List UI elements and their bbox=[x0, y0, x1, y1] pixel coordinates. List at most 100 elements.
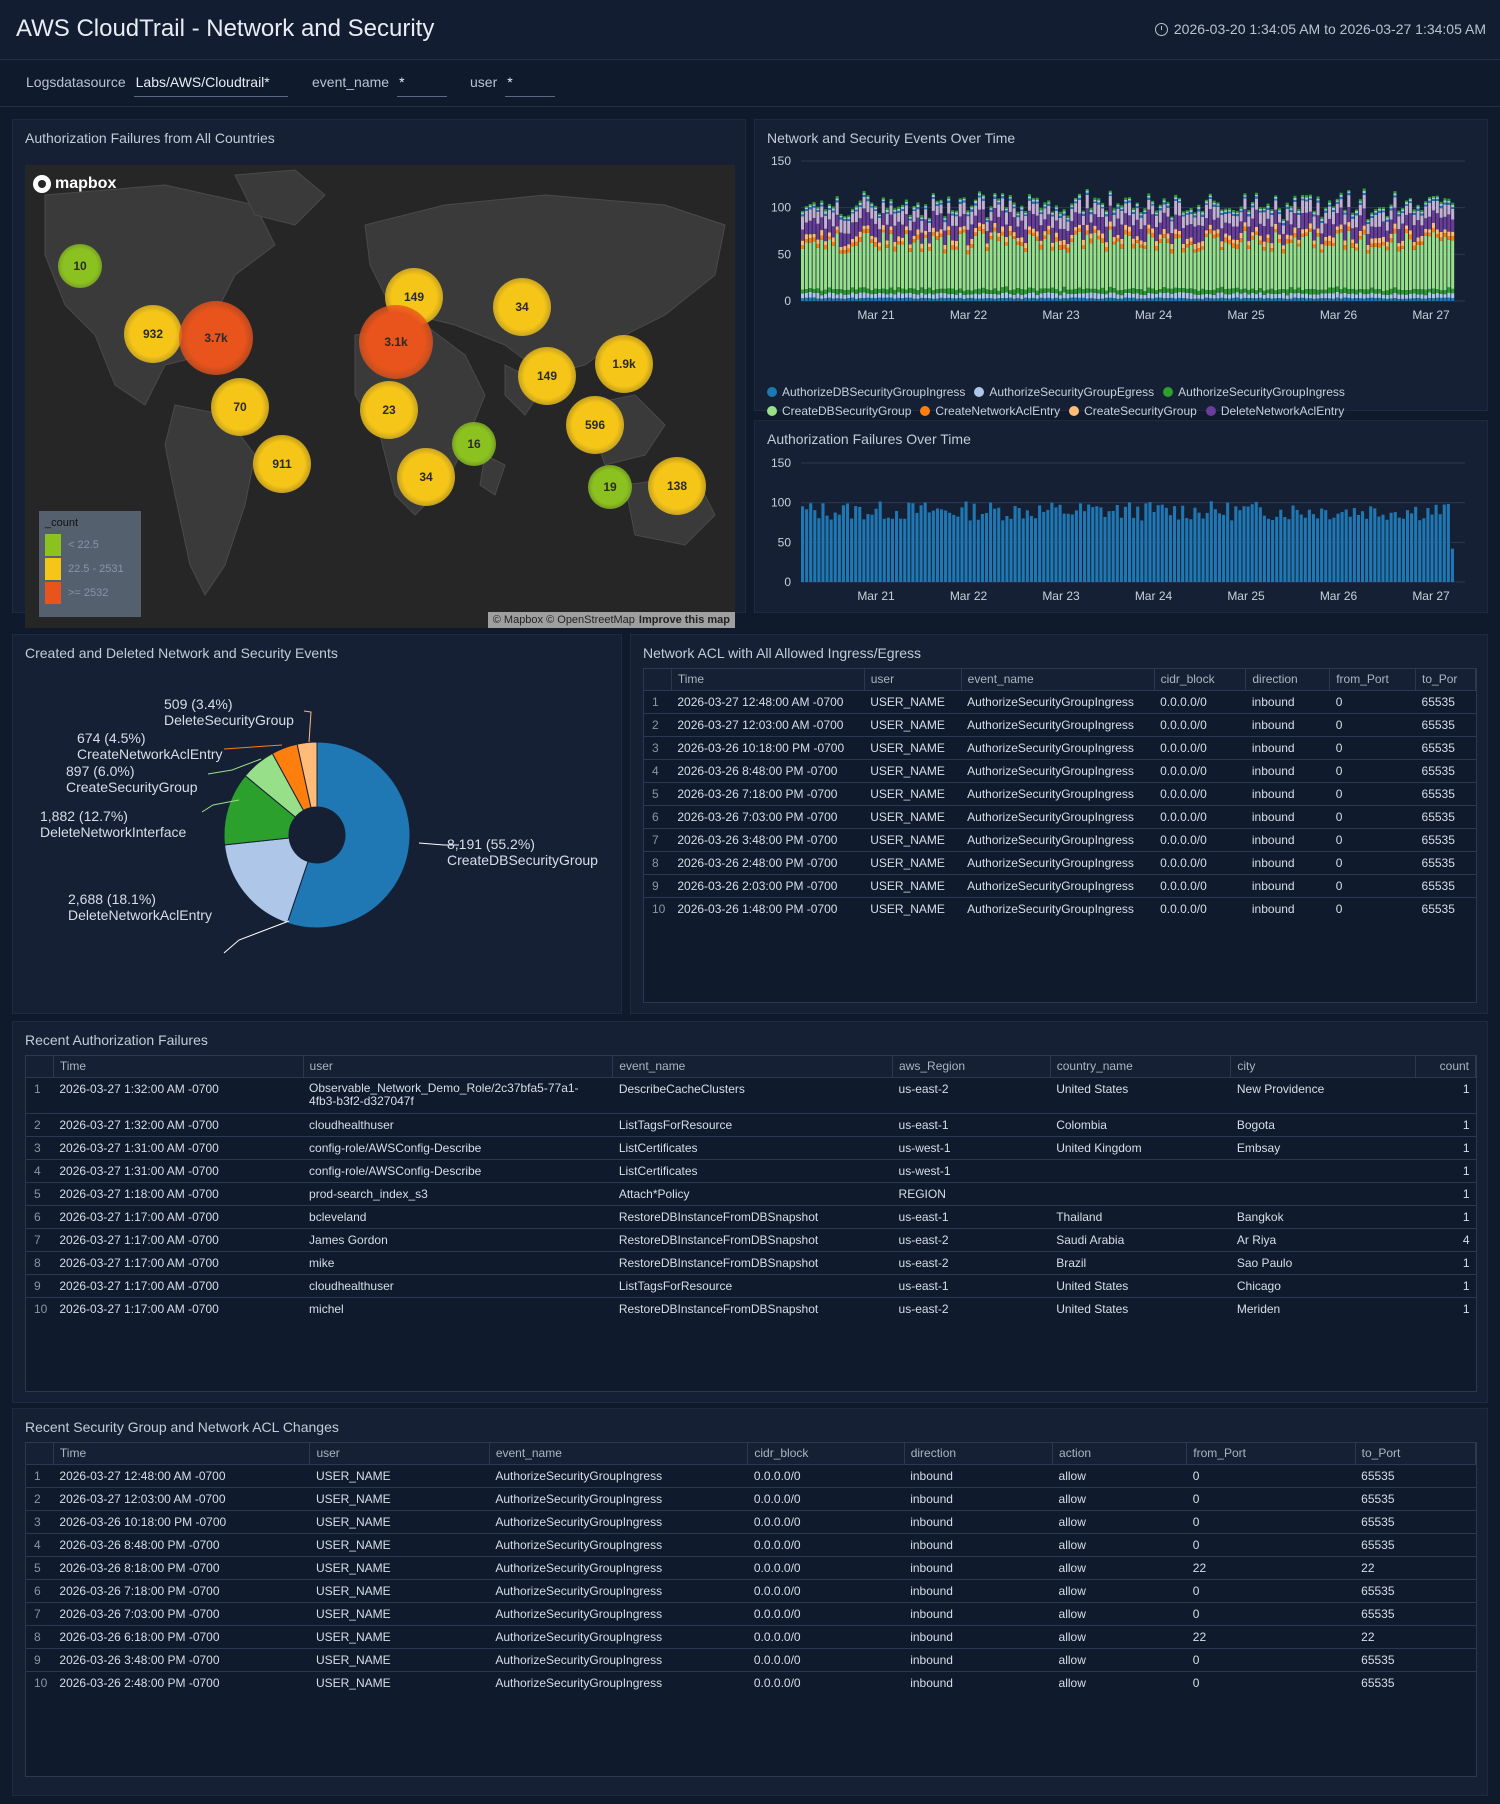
column-header[interactable]: cidr_block bbox=[1154, 669, 1247, 690]
table-row[interactable]: 3 2026-03-26 10:18:00 PM -0700 USER_NAME Au… bbox=[644, 735, 1476, 759]
column-header[interactable]: event_name bbox=[612, 1056, 894, 1077]
stack-bar-segment bbox=[1204, 289, 1208, 294]
table-row[interactable]: 8 2026-03-26 6:18:00 PM -0700 USER_NAME Aut… bbox=[26, 1624, 1476, 1648]
map-cluster[interactable]: 10 bbox=[58, 244, 102, 288]
table-row[interactable]: 1 2026-03-27 12:48:00 AM -0700 USER_NAME Au… bbox=[644, 689, 1476, 713]
table-row[interactable]: 9 2026-03-26 2:03:00 PM -0700 USER_NAME Aut… bbox=[644, 873, 1476, 897]
column-header[interactable]: user bbox=[864, 669, 962, 690]
map-cluster[interactable]: 932 bbox=[124, 305, 182, 363]
table-row[interactable]: 5 2026-03-26 8:18:00 PM -0700 USER_NAME Aut… bbox=[26, 1555, 1476, 1579]
filter-value-input[interactable]: * bbox=[505, 74, 556, 97]
table-row[interactable]: 10 2026-03-27 1:17:00 AM -0700 michel Resto… bbox=[26, 1296, 1476, 1320]
legend-item[interactable]: CreateDBSecurityGroup bbox=[767, 402, 911, 420]
time-range-picker[interactable]: 2026-03-20 1:34:05 AM to 2026-03-27 1:34… bbox=[1154, 21, 1486, 37]
legend-item[interactable]: AuthorizeSecurityGroupEgress bbox=[974, 383, 1154, 401]
column-header[interactable]: Time bbox=[671, 669, 865, 690]
table-row[interactable]: 7 2026-03-26 7:03:00 PM -0700 USER_NAME Aut… bbox=[26, 1601, 1476, 1625]
table-row[interactable]: 6 2026-03-26 7:18:00 PM -0700 USER_NAME Aut… bbox=[26, 1578, 1476, 1602]
legend-item[interactable]: CreateSecurityGroup bbox=[1069, 402, 1197, 420]
filter-value-input[interactable]: * bbox=[397, 74, 448, 97]
map-cluster[interactable]: 34 bbox=[493, 278, 551, 336]
table-row[interactable]: 10 2026-03-26 2:48:00 PM -0700 USER_NAME Au… bbox=[26, 1670, 1476, 1694]
map-cluster[interactable]: 34 bbox=[397, 448, 455, 506]
table-row[interactable]: 6 2026-03-26 7:03:00 PM -0700 USER_NAME Aut… bbox=[644, 804, 1476, 828]
map-cluster[interactable]: 16 bbox=[452, 422, 496, 466]
filter-user[interactable]: user * bbox=[470, 74, 556, 97]
auth-failures-table[interactable]: Time user event_name aws_Region country_name… bbox=[25, 1055, 1477, 1392]
filter-value-input[interactable]: Labs/AWS/Cloudtrail* bbox=[133, 74, 288, 97]
column-header[interactable]: user bbox=[303, 1056, 614, 1077]
legend-item[interactable]: DeleteNetworkAclEntry bbox=[1205, 402, 1344, 420]
changes-table[interactable]: Time user event_name cidr_block direction act… bbox=[25, 1442, 1477, 1777]
table-row[interactable]: 1 2026-03-27 12:48:00 AM -0700 USER_NAME Au… bbox=[26, 1463, 1476, 1487]
table-row[interactable]: 9 2026-03-26 3:48:00 PM -0700 USER_NAME Aut… bbox=[26, 1647, 1476, 1671]
table-row[interactable]: 4 2026-03-27 1:31:00 AM -0700 config-role/… bbox=[26, 1158, 1476, 1182]
table-row[interactable]: 4 2026-03-26 8:48:00 PM -0700 USER_NAME Aut… bbox=[644, 758, 1476, 782]
column-header[interactable]: aws_Region bbox=[892, 1056, 1051, 1077]
map-cluster[interactable]: 596 bbox=[566, 396, 624, 454]
table-row[interactable]: 5 2026-03-27 1:18:00 AM -0700 prod-search_… bbox=[26, 1181, 1476, 1205]
stack-bar-segment bbox=[1351, 293, 1355, 299]
table-row[interactable]: 2 2026-03-27 12:03:00 AM -0700 USER_NAME Au… bbox=[26, 1486, 1476, 1510]
map-cluster[interactable]: 3.1k bbox=[359, 305, 433, 379]
world-map[interactable]: mapbox 10 932 3.7k 70 911 149 3.1k 23 34… bbox=[25, 165, 735, 628]
map-cluster[interactable]: 138 bbox=[648, 457, 706, 515]
legend-item[interactable]: AuthorizeSecurityGroupIngress bbox=[1163, 383, 1345, 401]
table-row[interactable]: 7 2026-03-26 3:48:00 PM -0700 USER_NAME Aut… bbox=[644, 827, 1476, 851]
map-attribution[interactable]: © Mapbox © OpenStreetMap Improve this map bbox=[487, 612, 735, 628]
table-row[interactable]: 8 2026-03-26 2:48:00 PM -0700 USER_NAME Aut… bbox=[644, 850, 1476, 874]
column-header[interactable]: country_name bbox=[1050, 1056, 1232, 1077]
map-cluster[interactable]: 1.9k bbox=[595, 335, 653, 393]
stack-bar-segment bbox=[1424, 289, 1428, 296]
map-cluster[interactable]: 149 bbox=[518, 347, 576, 405]
stack-bar-segment bbox=[1089, 288, 1093, 293]
table-row[interactable]: 6 2026-03-27 1:17:00 AM -0700 bcleveland Re… bbox=[26, 1204, 1476, 1228]
pie-chart[interactable] bbox=[13, 635, 623, 1015]
table-row[interactable]: 8 2026-03-27 1:17:00 AM -0700 mike RestoreD… bbox=[26, 1250, 1476, 1274]
table-row[interactable]: 3 2026-03-27 1:31:00 AM -0700 config-role/… bbox=[26, 1135, 1476, 1159]
table-row[interactable]: 1 2026-03-27 1:32:00 AM -0700 Observable_N… bbox=[26, 1076, 1476, 1113]
stack-bar-segment bbox=[1224, 237, 1228, 243]
table-row[interactable]: 7 2026-03-27 1:17:00 AM -0700 James Gordon… bbox=[26, 1227, 1476, 1251]
table-row[interactable]: 10 2026-03-26 1:48:00 PM -0700 USER_NAME Au… bbox=[644, 896, 1476, 920]
column-header[interactable]: to_Por bbox=[1415, 669, 1476, 690]
map-cluster[interactable]: 23 bbox=[360, 381, 418, 439]
column-header[interactable]: to_Port bbox=[1355, 1443, 1476, 1464]
stack-bar-segment bbox=[1266, 234, 1270, 239]
acl-table[interactable]: Time user event_name cidr_block direction fro… bbox=[643, 668, 1477, 1003]
stack-bar-segment bbox=[881, 197, 885, 200]
column-header[interactable]: event_name bbox=[489, 1443, 749, 1464]
table-row[interactable]: 9 2026-03-27 1:17:00 AM -0700 cloudhealthu… bbox=[26, 1273, 1476, 1297]
column-header[interactable]: user bbox=[309, 1443, 490, 1464]
column-header[interactable]: city bbox=[1230, 1056, 1417, 1077]
map-cluster[interactable]: 3.7k bbox=[179, 301, 253, 375]
filter-logsdatasource[interactable]: Logsdatasource Labs/AWS/Cloudtrail* bbox=[26, 74, 288, 97]
table-row[interactable]: 5 2026-03-26 7:18:00 PM -0700 USER_NAME Aut… bbox=[644, 781, 1476, 805]
table-row[interactable]: 4 2026-03-26 8:48:00 PM -0700 USER_NAME Aut… bbox=[26, 1532, 1476, 1556]
map-cluster[interactable]: 19 bbox=[588, 465, 632, 509]
map-cluster[interactable]: 911 bbox=[253, 435, 311, 493]
column-header[interactable]: from_Port bbox=[1186, 1443, 1356, 1464]
column-header[interactable]: cidr_block bbox=[747, 1443, 905, 1464]
table-row[interactable]: 2 2026-03-27 1:32:00 AM -0700 cloudhealthu… bbox=[26, 1112, 1476, 1136]
filter-event-name[interactable]: event_name * bbox=[312, 74, 448, 97]
column-header[interactable]: direction bbox=[1245, 669, 1331, 690]
column-header[interactable]: from_Port bbox=[1329, 669, 1417, 690]
column-header[interactable]: count bbox=[1415, 1056, 1476, 1077]
table-row[interactable]: 2 2026-03-27 12:03:00 AM -0700 USER_NAME Au… bbox=[644, 712, 1476, 736]
table-row[interactable]: 3 2026-03-26 10:18:00 PM -0700 USER_NAME Au… bbox=[26, 1509, 1476, 1533]
column-header[interactable]: event_name bbox=[961, 669, 1155, 690]
map-cluster[interactable]: 70 bbox=[211, 378, 269, 436]
stack-bar-segment bbox=[962, 200, 966, 203]
attribution-link[interactable]: © Mapbox © OpenStreetMap bbox=[492, 614, 635, 626]
column-header[interactable]: direction bbox=[904, 1443, 1054, 1464]
mapbox-logo[interactable]: mapbox bbox=[33, 175, 116, 193]
column-header[interactable]: Time bbox=[53, 1056, 304, 1077]
column-header[interactable]: action bbox=[1052, 1443, 1188, 1464]
column-header[interactable]: Time bbox=[53, 1443, 311, 1464]
legend-item[interactable]: CreateNetworkAclEntry bbox=[920, 402, 1060, 420]
improve-map-link[interactable]: Improve this map bbox=[638, 614, 730, 626]
legend-item[interactable]: AuthorizeDBSecurityGroupIngress bbox=[767, 383, 965, 401]
